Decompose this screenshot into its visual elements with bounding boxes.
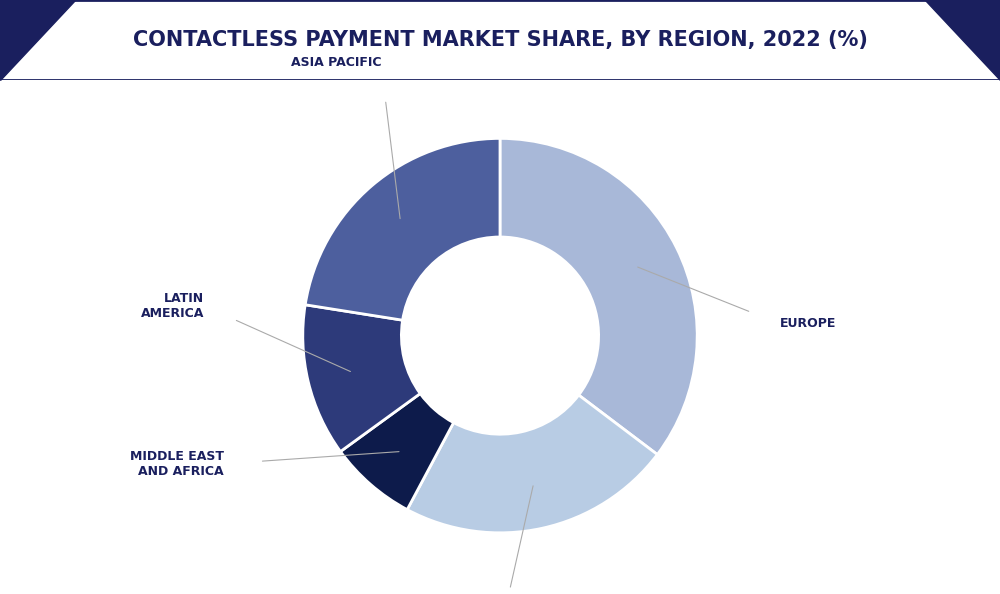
Text: MIDDLE EAST
AND AFRICA: MIDDLE EAST AND AFRICA	[130, 450, 224, 478]
Wedge shape	[305, 138, 500, 320]
Wedge shape	[500, 138, 697, 454]
Text: ASIA PACIFIC: ASIA PACIFIC	[291, 56, 382, 69]
Wedge shape	[407, 395, 657, 533]
Text: CONTACTLESS PAYMENT MARKET SHARE, BY REGION, 2022 (%): CONTACTLESS PAYMENT MARKET SHARE, BY REG…	[133, 30, 867, 50]
Text: LATIN
AMERICA: LATIN AMERICA	[141, 292, 204, 320]
Polygon shape	[925, 0, 1000, 80]
Wedge shape	[340, 394, 454, 510]
Wedge shape	[303, 305, 420, 451]
Text: EUROPE: EUROPE	[780, 317, 836, 330]
Polygon shape	[0, 0, 75, 80]
